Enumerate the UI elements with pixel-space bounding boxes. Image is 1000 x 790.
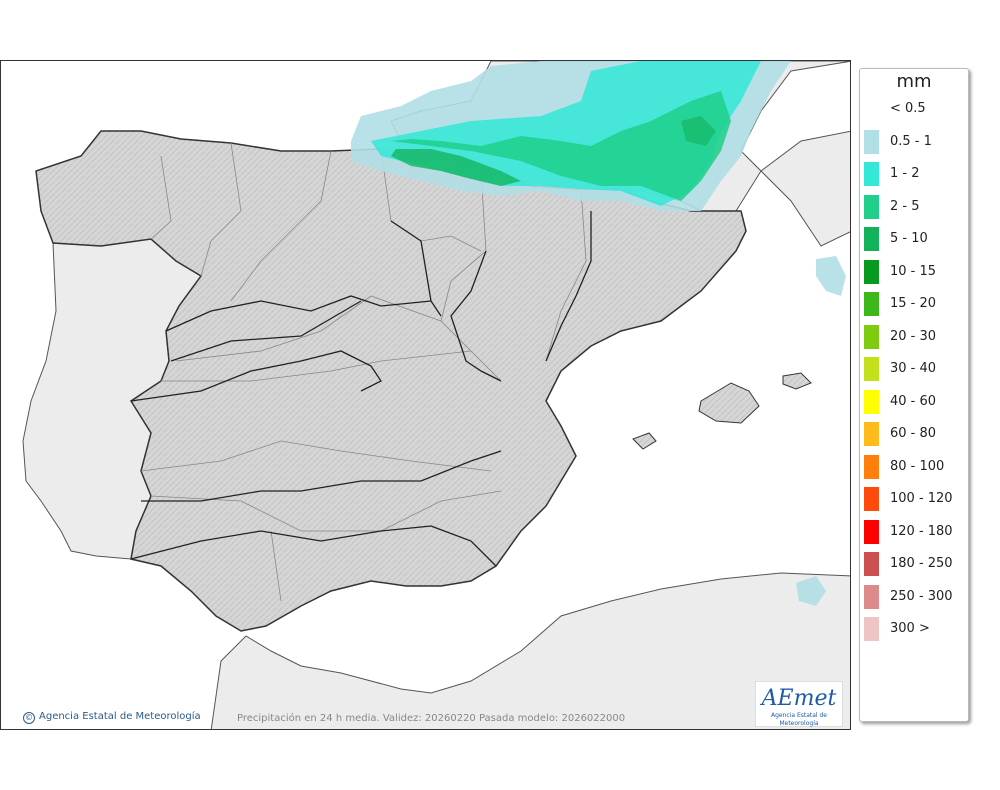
legend-label: 100 - 120	[890, 491, 953, 506]
legend-item: 80 - 100	[864, 454, 964, 479]
legend-item: 10 - 15	[864, 259, 964, 284]
france-east-coast	[760, 130, 850, 247]
legend-item: < 0.5	[864, 97, 964, 121]
precip-balearic-patch	[816, 256, 846, 296]
legend-label: < 0.5	[890, 101, 926, 116]
legend-label: 180 - 250	[890, 556, 953, 571]
legend-item: 1 - 2	[864, 162, 964, 186]
legend-swatch	[864, 162, 879, 186]
legend-item: 100 - 120	[864, 487, 964, 511]
legend-label: 80 - 100	[890, 458, 945, 474]
legend-label: 30 - 40	[890, 361, 937, 376]
legend-label: 1 - 2	[890, 166, 920, 181]
mallorca-island	[698, 382, 760, 424]
legend-swatch	[864, 292, 879, 316]
legend-swatch	[864, 97, 879, 121]
copyright-notice: © Agencia Estatal de Meteorología	[23, 711, 201, 724]
legend-swatch	[864, 259, 879, 284]
legend-label: 60 - 80	[890, 426, 937, 441]
legend-swatch	[864, 129, 879, 154]
legend-swatch	[864, 552, 879, 576]
aemet-logo-text: AEmet	[761, 686, 837, 711]
precip-5-10b	[681, 116, 716, 146]
legend-item: 300 >	[864, 617, 964, 641]
legend-label: 20 - 30	[890, 328, 937, 344]
legend-item: 5 - 10	[864, 227, 964, 251]
aemet-logo: AEmet Agencia Estatal de Meteorología	[755, 681, 843, 727]
legend-label: 5 - 10	[890, 231, 928, 246]
legend-title: mm	[896, 71, 932, 92]
legend-item: 40 - 60	[864, 389, 964, 414]
legend-panel: mm < 0.5 0.5 - 1 1 - 2 2 - 5 5 - 10 10 - 15 15…	[859, 68, 969, 722]
autonomous-community-borders	[130, 211, 592, 567]
legend-swatch	[864, 389, 879, 414]
precip-algeria-patch	[796, 576, 826, 606]
legend-swatch	[864, 487, 879, 511]
legend-label: 15 - 20	[890, 296, 937, 311]
legend-item: 60 - 80	[864, 422, 964, 446]
map-canvas	[22, 61, 850, 729]
legend-swatch	[864, 227, 879, 251]
precipitation-map: © Agencia Estatal de Meteorología Precipi…	[0, 60, 851, 730]
legend-label: 250 - 300	[890, 588, 953, 604]
legend-swatch	[864, 324, 879, 349]
legend-label: 10 - 15	[890, 263, 937, 279]
legend-item: 30 - 40	[864, 357, 964, 381]
ibiza-island	[632, 432, 657, 450]
legend-item: 250 - 300	[864, 584, 964, 609]
precip-2-5	[391, 91, 731, 201]
legend-item: 20 - 30	[864, 324, 964, 349]
copyright-text: Agencia Estatal de Meteorología	[39, 711, 201, 722]
precipitation-overlay	[351, 61, 791, 211]
legend-swatch	[864, 584, 879, 609]
map-caption: Precipitación en 24 h media. Validez: 20…	[237, 713, 626, 724]
legend-item: 120 - 180	[864, 519, 964, 544]
legend-label: 300 >	[890, 621, 930, 636]
copyright-icon: ©	[23, 712, 35, 724]
legend-swatch	[864, 454, 879, 479]
legend-item: 2 - 5	[864, 194, 964, 219]
precip-5-10	[391, 149, 521, 186]
legend-label: 2 - 5	[890, 198, 920, 214]
legend-swatch	[864, 617, 879, 641]
legend-item: 0.5 - 1	[864, 129, 964, 154]
north-africa-landmass	[210, 572, 850, 729]
legend-swatch	[864, 194, 879, 219]
legend-swatch	[864, 422, 879, 446]
legend-item: 15 - 20	[864, 292, 964, 316]
legend-swatch	[864, 357, 879, 381]
legend-swatch	[864, 519, 879, 544]
legend-label: 120 - 180	[890, 523, 953, 539]
legend-item: 180 - 250	[864, 552, 964, 576]
legend-label: 0.5 - 1	[890, 133, 932, 149]
menorca-island	[782, 372, 812, 390]
legend-label: 40 - 60	[890, 393, 937, 409]
aemet-logo-subtext: Agencia Estatal de Meteorología	[770, 712, 827, 727]
